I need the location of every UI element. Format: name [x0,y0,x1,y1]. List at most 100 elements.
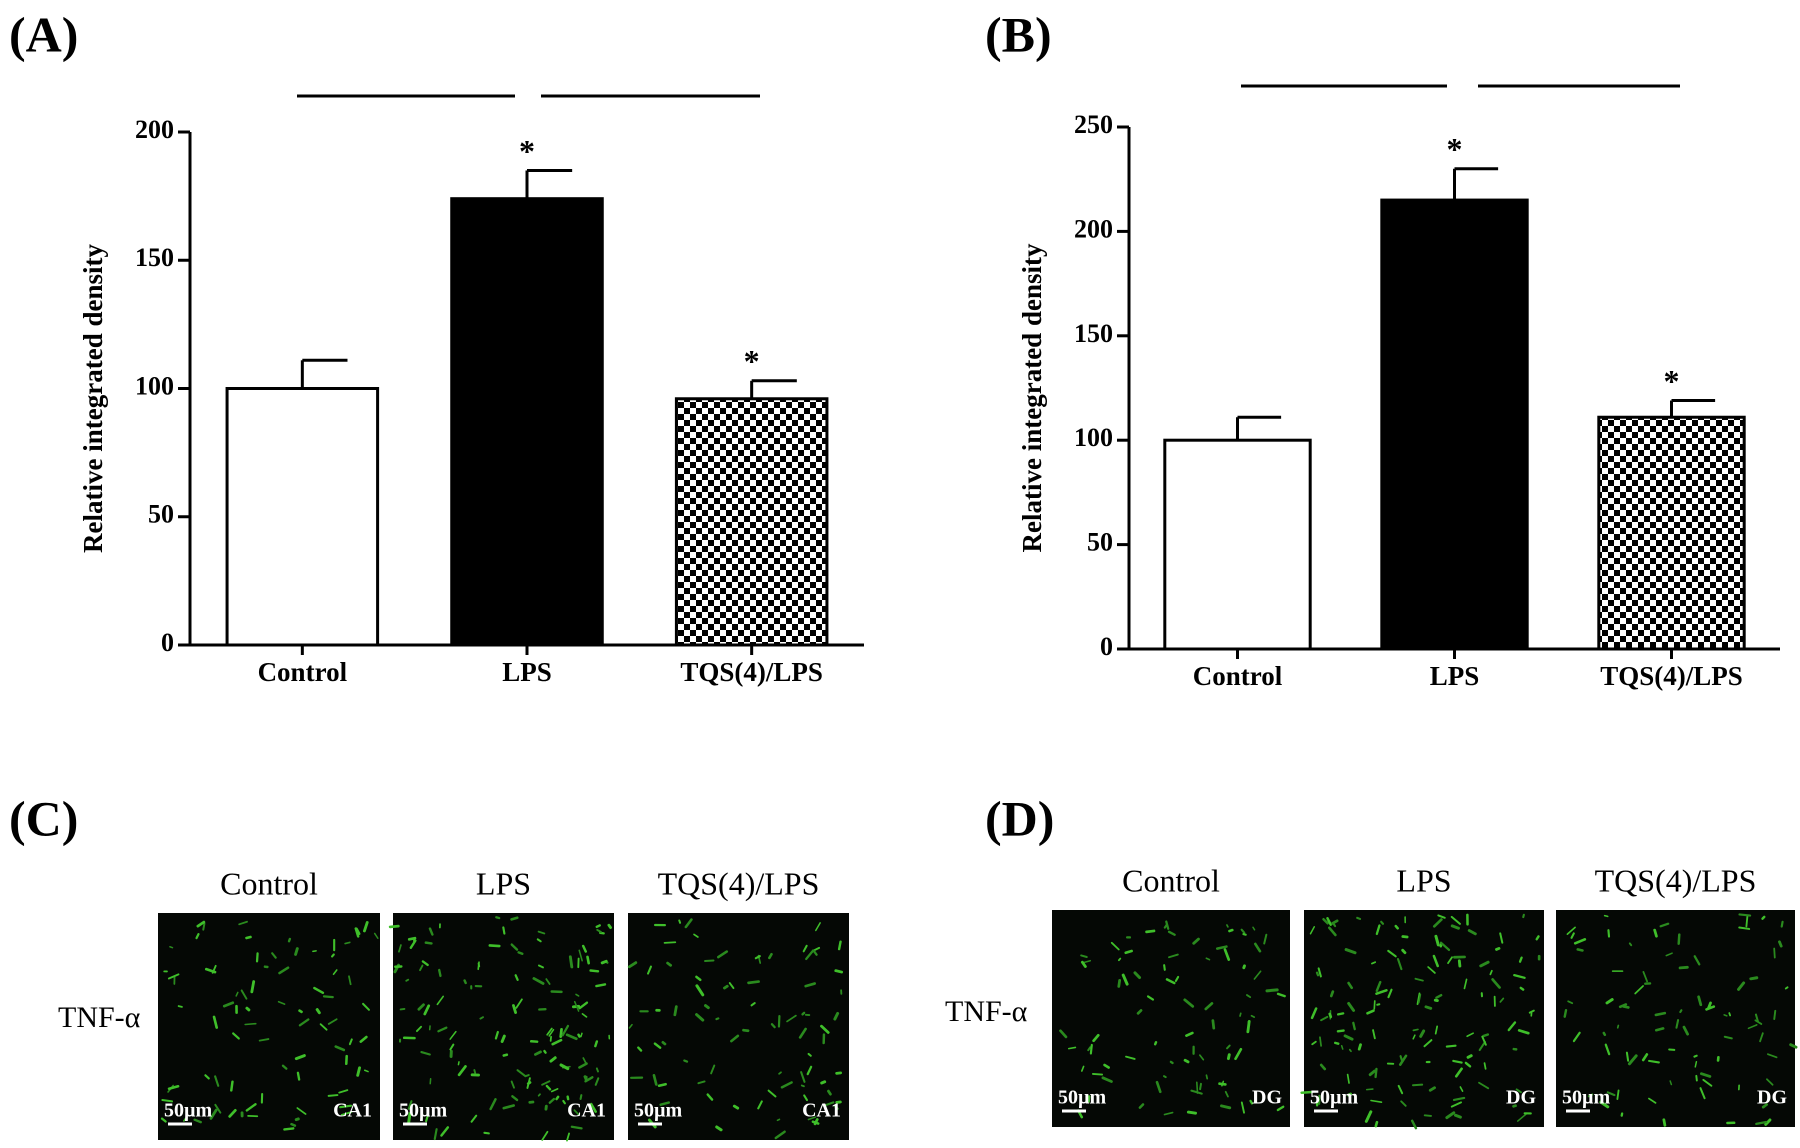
speck [232,1032,240,1040]
speck [548,1097,556,1104]
speck [502,1053,509,1057]
speck [1412,1034,1416,1040]
column-label: TQS(4)/LPS [1595,862,1757,898]
speck [510,916,519,921]
speck [294,1054,306,1061]
speck [1434,1025,1439,1035]
speck [512,1004,517,1014]
speck [565,1033,578,1041]
speck [502,926,506,935]
speck [578,1062,588,1069]
y-tick-label: 200 [1074,214,1113,243]
speck [543,1049,547,1054]
speck [1411,1083,1424,1087]
speck [483,1131,490,1135]
micrograph [1052,910,1290,1127]
speck [1397,1084,1404,1095]
speck [235,991,239,997]
speck [1347,981,1354,990]
speck [315,1008,321,1015]
speck [1366,1009,1375,1015]
speck [1357,1043,1362,1051]
speck [1604,1043,1611,1056]
speck [1192,937,1200,945]
speck [1199,1082,1202,1091]
speck [1380,920,1385,925]
speck [296,1107,307,1115]
speck [646,965,653,975]
speck [1427,966,1436,974]
speck [1246,994,1252,999]
speck [477,961,480,971]
speck [578,949,583,962]
speck [1535,935,1540,941]
speck [511,1095,519,1102]
speck [778,1071,782,1075]
speck [245,1103,257,1112]
speck [1587,1093,1594,1098]
region-label: CA1 [802,1100,841,1122]
region-label: DG [1757,1087,1787,1109]
speck [1263,933,1268,945]
speck [356,1066,361,1077]
speck [500,1034,506,1043]
speck [706,1093,714,1101]
speck [834,969,844,974]
speck [373,932,379,940]
speck [338,1089,349,1094]
speck [537,964,544,969]
speck [348,1038,353,1046]
speck [803,1094,809,1102]
speck [1322,917,1329,925]
speck [1198,1054,1205,1061]
speck [1356,916,1362,921]
micrograph [1556,910,1795,1127]
speck [627,961,638,969]
speck [607,923,612,930]
speck [1467,929,1477,936]
speck [652,1074,658,1086]
speck [1662,1118,1667,1127]
speck [457,1065,467,1077]
speck [1517,1029,1530,1035]
speck [1401,948,1407,955]
speck [1439,941,1451,952]
speck [195,932,200,940]
panel-label: (C) [9,790,78,846]
speck [250,980,256,994]
speck [1125,1055,1136,1060]
speck [1745,915,1749,928]
speck [437,1026,448,1033]
speck [728,982,735,990]
speck [1728,1012,1732,1017]
speck [294,947,299,956]
speck [541,1130,549,1141]
speck [211,964,217,974]
speck [209,1108,218,1120]
speck [1320,1015,1329,1022]
speck [1766,1053,1778,1059]
speck [240,989,248,1000]
fluorescence-specks [388,916,612,1142]
speck [1336,1029,1345,1033]
scale-bar-label: 50µm [164,1100,213,1122]
speck [1121,973,1129,986]
speck [1155,1080,1162,1094]
speck [835,1071,843,1075]
speck [1432,954,1439,968]
speck [1145,929,1156,934]
speck [1396,958,1403,971]
speck [1387,949,1397,958]
speck [717,950,729,959]
speck [420,1051,431,1056]
region-label: DG [1506,1087,1536,1109]
speck [1599,1100,1610,1109]
speck [1163,923,1169,929]
speck [1499,932,1504,944]
speck [1344,948,1357,955]
speck [1276,992,1286,998]
speck [1563,1008,1568,1018]
speck [801,1011,806,1016]
significance-marker: * [1664,363,1680,399]
speck [1387,988,1393,999]
